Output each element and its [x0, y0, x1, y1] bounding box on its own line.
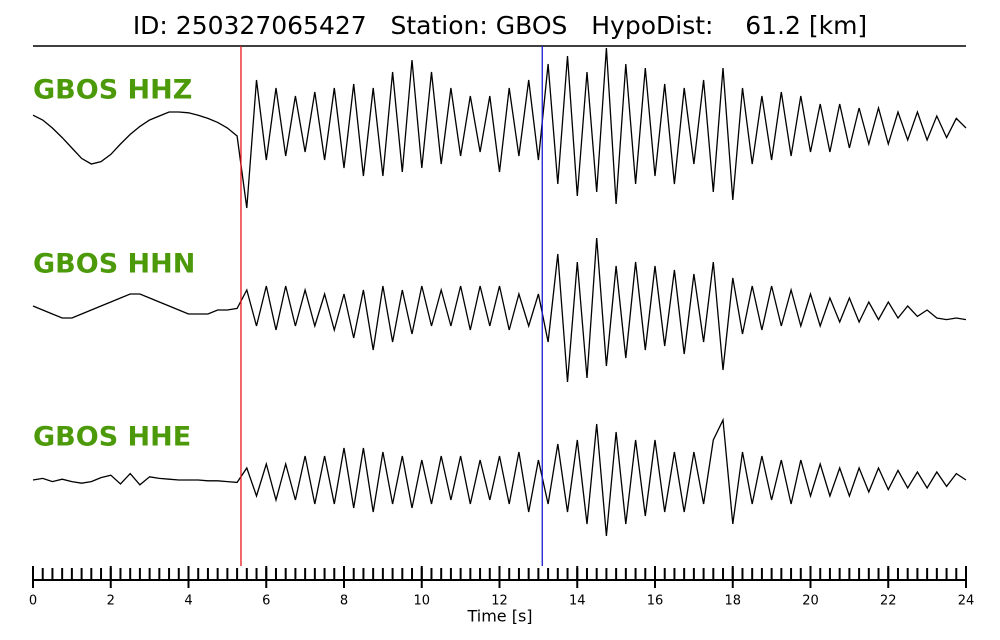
trace-label: GBOS HHE	[33, 422, 191, 453]
trace-label: GBOS HHZ	[33, 75, 192, 106]
x-tick-label: 2	[107, 594, 115, 609]
x-tick-label: 8	[340, 594, 348, 609]
x-tick-label: 24	[958, 594, 975, 609]
x-tick-label: 14	[569, 594, 586, 609]
waveform	[32, 47, 967, 209]
x-tick-label: 0	[29, 594, 37, 609]
chart-title: ID: 250327065427 Station: GBOS HypoDist:…	[133, 11, 867, 40]
trace-label: GBOS HHN	[33, 249, 195, 280]
waveform	[32, 237, 967, 383]
x-tick-label: 22	[880, 594, 897, 609]
x-tick-label: 20	[802, 594, 819, 609]
x-tick-label: 4	[184, 594, 192, 609]
x-tick-label: 12	[491, 594, 508, 609]
waveform	[32, 417, 967, 537]
x-axis-label: Time [s]	[466, 607, 532, 626]
x-tick-label: 16	[647, 594, 664, 609]
x-tick-label: 18	[724, 594, 741, 609]
x-tick-label: 6	[262, 594, 270, 609]
x-tick-label: 10	[413, 594, 430, 609]
